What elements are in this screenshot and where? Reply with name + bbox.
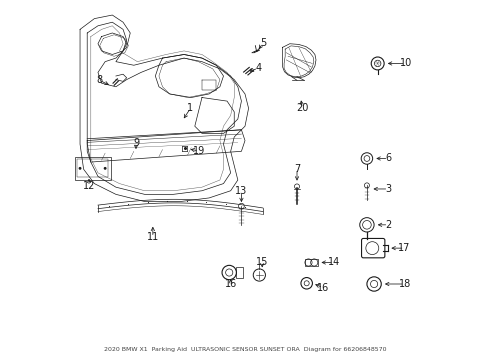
Text: 6: 6	[385, 153, 392, 163]
Text: 19: 19	[193, 146, 205, 156]
Text: 20: 20	[296, 103, 309, 113]
Text: 4: 4	[255, 63, 261, 73]
Text: 3: 3	[385, 184, 392, 194]
Text: 5: 5	[260, 38, 266, 48]
Text: 10: 10	[399, 58, 412, 68]
Text: 11: 11	[147, 232, 159, 242]
Text: 16: 16	[317, 283, 329, 293]
Text: 8: 8	[97, 75, 102, 85]
Text: 2: 2	[385, 220, 392, 230]
Text: 7: 7	[294, 163, 300, 174]
Text: 2020 BMW X1  Parking Aid  ULTRASONIC SENSOR SUNSET ORA  Diagram for 66206848570: 2020 BMW X1 Parking Aid ULTRASONIC SENSO…	[104, 347, 386, 352]
Text: 18: 18	[398, 279, 411, 289]
Text: 15: 15	[256, 257, 269, 267]
Text: 17: 17	[398, 243, 411, 253]
Text: 12: 12	[83, 181, 95, 192]
Text: 13: 13	[235, 186, 247, 197]
Circle shape	[78, 167, 81, 170]
Text: 9: 9	[133, 138, 139, 148]
Text: 16: 16	[224, 279, 237, 289]
Text: 1: 1	[188, 103, 194, 113]
Circle shape	[104, 167, 107, 170]
Text: 14: 14	[328, 257, 340, 267]
